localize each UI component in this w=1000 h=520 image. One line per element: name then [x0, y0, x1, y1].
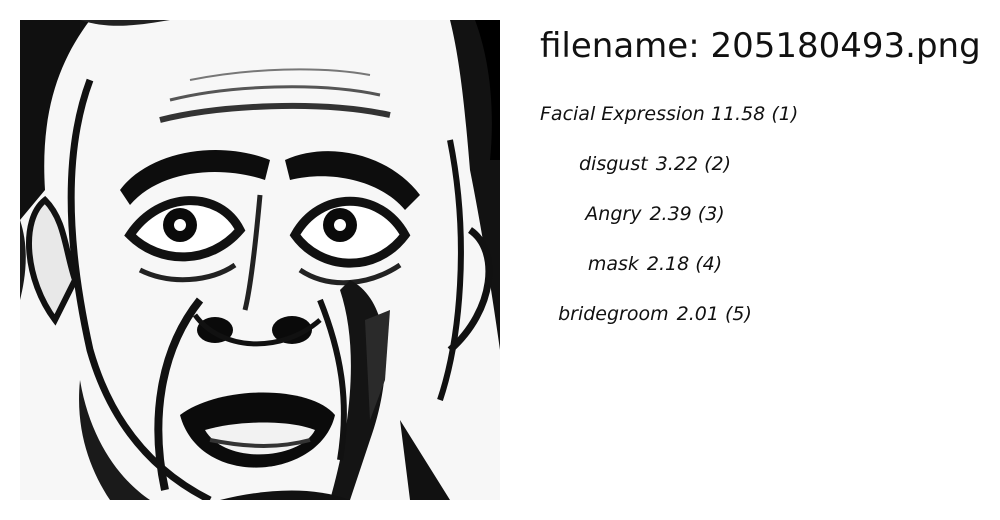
label-3-score: 2.39: [649, 203, 692, 225]
face-image: [20, 20, 500, 500]
label-4-score: 2.18: [646, 253, 690, 275]
label-4-rank: (4): [695, 253, 723, 275]
filename-title: filename: 205180493.png: [540, 26, 981, 66]
label-5: bridegroom 2.01 (5): [525, 301, 785, 327]
label-5-name: bridegroom: [558, 303, 669, 325]
label-5-rank: (5): [724, 303, 752, 325]
label-4: mask 2.18 (4): [525, 251, 785, 277]
label-4-name: mask: [587, 253, 639, 275]
label-5-score: 2.01: [676, 303, 719, 325]
label-1-name: Facial Expression: [540, 103, 705, 125]
face-drawing: [20, 20, 500, 500]
label-1-rank: (1): [771, 103, 799, 125]
label-3-rank: (3): [697, 203, 725, 225]
label-1-score: 11.58: [710, 103, 766, 125]
label-3: Angry 2.39 (3): [525, 201, 785, 227]
label-3-name: Angry: [585, 203, 642, 225]
label-2-rank: (2): [704, 153, 731, 175]
label-1: Facial Expression 11.58 (1): [540, 101, 800, 127]
label-2: disgust 3.22 (2): [525, 151, 785, 177]
label-2-name: disgust: [579, 153, 648, 175]
label-2-score: 3.22: [655, 153, 699, 175]
